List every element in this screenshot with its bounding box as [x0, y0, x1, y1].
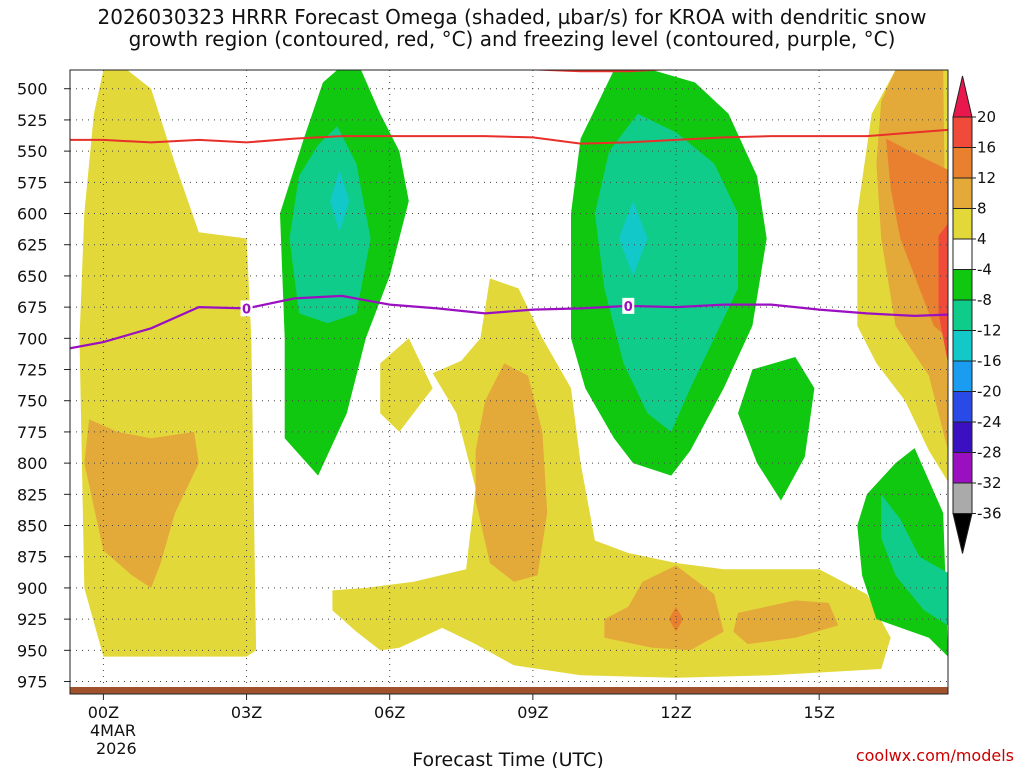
y-tick-label: 875: [17, 548, 48, 567]
y-tick-label: 525: [17, 111, 48, 130]
y-tick-label: 675: [17, 298, 48, 317]
y-tick-label: 725: [17, 361, 48, 380]
colorbar-swatch-1: [952, 147, 973, 179]
y-tick-label: 900: [17, 579, 48, 598]
omega-region-1: [380, 338, 433, 432]
colorbar-label: 4: [977, 230, 987, 248]
omega-region-5: [84, 419, 199, 588]
colorbar-bottom-arrow: [952, 513, 973, 554]
omega-region-18: [594, 113, 738, 432]
freezing-level-label: 0: [242, 302, 251, 317]
terrain-strip: [70, 687, 948, 694]
colorbar-swatch-3: [952, 208, 973, 240]
colorbar-label: -32: [977, 474, 1002, 492]
colorbar-label: 8: [977, 200, 987, 218]
colorbar-label: 16: [977, 139, 996, 157]
colorbar: 20 16 12 8 4 -4 -8 -12 -16 -20 -24 -28 -32 -36: [952, 75, 1002, 554]
credit-text: coolwx.com/models: [855, 746, 1014, 765]
colorbar-swatch-11: [952, 452, 973, 484]
chart-title: 2026030323 HRRR Forecast Omega (shaded, …: [0, 6, 1024, 50]
colorbar-top-arrow: [952, 75, 973, 118]
x-tick-label: 12Z: [660, 703, 691, 722]
omega-region-6: [475, 363, 548, 582]
colorbar-swatch-12: [952, 482, 973, 514]
colorbar-label: 12: [977, 169, 996, 187]
omega-region-20: [330, 169, 350, 233]
freezing-level-label: 0: [624, 300, 633, 315]
y-tick-label: 750: [17, 392, 48, 411]
omega-region-19: [881, 494, 948, 626]
colorbar-label: -24: [977, 413, 1002, 431]
colorbar-label: 20: [977, 108, 996, 126]
omega-region-12: [938, 223, 948, 364]
omega-region-8: [733, 600, 839, 645]
freezing-label-bg-1: [622, 297, 635, 314]
colorbar-swatch-4: [952, 238, 973, 270]
y-tick-label: 950: [17, 641, 48, 660]
pressure-axis: 500 525 550 575 600 625 650 675 700 725 750 775 800 8…: [17, 80, 70, 692]
x-axis-label: Forecast Time (UTC): [412, 749, 603, 768]
grid-lines: [70, 70, 948, 694]
freezing-label-bg-0: [240, 300, 253, 317]
y-tick-label: 850: [17, 517, 48, 536]
colorbar-label: -12: [977, 322, 1002, 340]
omega-region-15: [738, 357, 815, 501]
y-tick-label: 550: [17, 142, 48, 161]
colorbar-swatch-9: [952, 391, 973, 423]
x-tick-label: 15Z: [803, 703, 834, 722]
y-tick-label: 500: [17, 80, 48, 99]
colorbar-label: -4: [977, 261, 992, 279]
y-tick-label: 975: [17, 673, 48, 692]
omega-shading: [79, 70, 948, 678]
omega-region-2: [332, 278, 891, 678]
colorbar-swatch-8: [952, 360, 973, 392]
x-tick-label: 06Z: [374, 703, 405, 722]
y-tick-label: 625: [17, 236, 48, 255]
colorbar-label: -8: [977, 291, 992, 309]
y-tick-label: 775: [17, 423, 48, 442]
colorbar-swatch-6: [952, 299, 973, 331]
date-label-year: 2026: [96, 739, 137, 758]
title-line-1: 2026030323 HRRR Forecast Omega (shaded, …: [97, 5, 927, 29]
dgz-contour-0: [70, 128, 948, 145]
colorbar-swatch-7: [952, 330, 973, 362]
x-tick-label: 00Z: [88, 703, 119, 722]
omega-region-17: [289, 126, 371, 324]
freezing-level-line: [70, 294, 948, 350]
y-tick-label: 700: [17, 329, 48, 348]
y-tick-label: 825: [17, 485, 48, 504]
omega-region-7: [604, 565, 724, 651]
colorbar-label: -20: [977, 383, 1002, 401]
colorbar-label: -36: [977, 505, 1002, 523]
y-tick-label: 650: [17, 267, 48, 286]
colorbar-swatch-5: [952, 269, 973, 301]
omega-region-21: [618, 201, 648, 276]
x-tick-label: 09Z: [517, 703, 548, 722]
plot-frame: [69, 69, 949, 695]
colorbar-swatch-10: [952, 421, 973, 453]
colorbar-label: -28: [977, 444, 1002, 462]
y-tick-label: 800: [17, 454, 48, 473]
omega-region-4: [222, 587, 252, 651]
colorbar-swatch-0: [952, 116, 973, 148]
x-tick-label: 03Z: [231, 703, 262, 722]
title-line-2: growth region (contoured, red, °C) and f…: [128, 27, 896, 51]
y-tick-label: 575: [17, 173, 48, 192]
colorbar-swatch-2: [952, 177, 973, 209]
y-tick-label: 600: [17, 205, 48, 224]
omega-region-10: [886, 138, 948, 339]
y-tick-label: 925: [17, 610, 48, 629]
time-axis: 4MAR 2026 00Z 03Z 06Z 09Z 12Z 15Z: [88, 694, 835, 758]
dgz-contour-1: [507, 70, 673, 73]
colorbar-label: -16: [977, 352, 1002, 370]
date-label-day: 4MAR: [90, 721, 136, 740]
